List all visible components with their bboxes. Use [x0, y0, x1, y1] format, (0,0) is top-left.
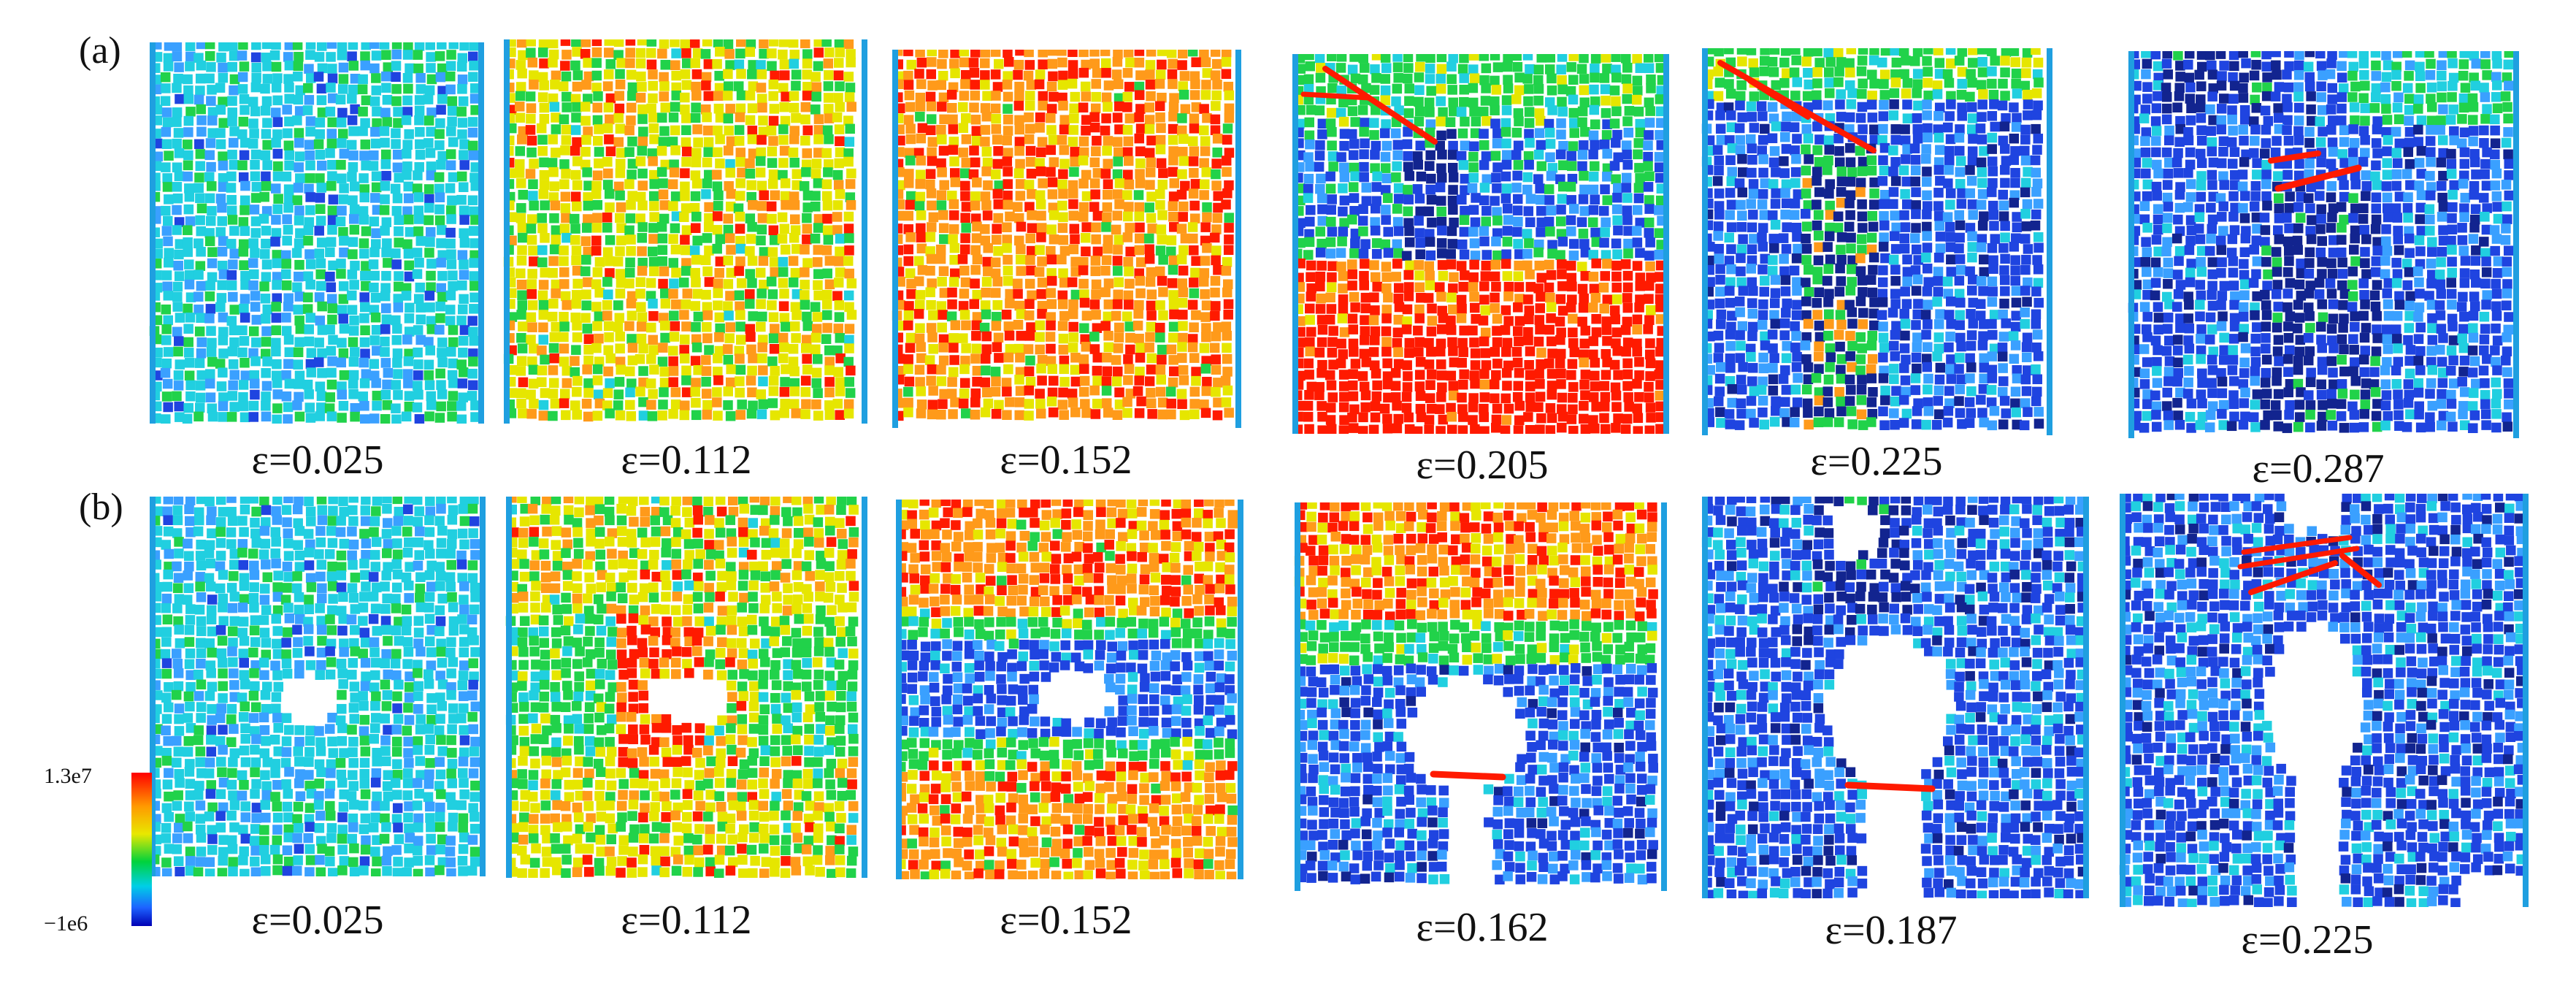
- boundary-layer: [478, 42, 484, 424]
- crack-band: [1300, 91, 1372, 101]
- boundary-layer: [892, 50, 898, 428]
- boundary-layer: [504, 39, 510, 424]
- strain-label-a4: ε=0.205: [1416, 443, 1549, 488]
- atom-field: [505, 497, 859, 878]
- boundary-layer: [896, 500, 902, 879]
- crack-band: [2248, 560, 2338, 595]
- crack-band: [1717, 60, 1877, 153]
- boundary-layer: [2047, 48, 2052, 435]
- row-label-a: (a): [79, 30, 121, 72]
- boundary-layer: [2083, 497, 2089, 898]
- strain-label-b1: ε=0.025: [251, 898, 384, 943]
- panel-b1: [146, 497, 489, 876]
- strain-label-b2: ε=0.112: [621, 898, 752, 943]
- panel-b6: [2116, 494, 2532, 907]
- atom-field: [1701, 497, 2088, 898]
- boundary-layer: [1661, 502, 1667, 891]
- atom-field: [1701, 48, 2044, 431]
- panel-b4: [1291, 502, 1671, 891]
- boundary-layer: [480, 497, 486, 876]
- strain-label-b4: ε=0.162: [1416, 905, 1549, 950]
- boundary-layer: [1663, 54, 1669, 434]
- strain-label-a1: ε=0.025: [251, 437, 384, 483]
- strain-label-a3: ε=0.152: [1000, 437, 1132, 483]
- crack-band: [1747, 79, 1810, 120]
- strain-label-a2: ε=0.112: [621, 437, 752, 483]
- crack-band: [1322, 66, 1438, 145]
- boundary-layer: [2128, 51, 2134, 438]
- atom-field: [1292, 54, 1668, 434]
- panel-b3: [892, 500, 1247, 879]
- crack-band: [2339, 553, 2382, 588]
- atom-field: [896, 500, 1238, 879]
- panel-a3: [889, 50, 1245, 428]
- atom-field: [892, 50, 1235, 421]
- panel-a5: [1698, 48, 2056, 435]
- boundary-layer: [2120, 494, 2125, 907]
- atom-field: [1294, 502, 1658, 885]
- boundary-layer: [1702, 48, 1708, 435]
- boundary-layer: [1235, 50, 1241, 428]
- boundary-layer: [150, 42, 156, 424]
- panel-a4: [1289, 54, 1673, 434]
- strain-label-b3: ε=0.152: [1000, 898, 1132, 943]
- crack-band: [2241, 535, 2353, 555]
- boundary-layer: [862, 39, 867, 424]
- panel-a6: [2125, 51, 2523, 438]
- colorbar: 1.3e7 −1e6: [44, 760, 190, 936]
- atom-field: [2128, 51, 2515, 433]
- colorbar-max-label: 1.3e7: [44, 764, 92, 788]
- strain-label-b6: ε=0.225: [2241, 917, 2374, 963]
- boundary-layer: [862, 497, 867, 878]
- panel-a1: [146, 42, 488, 424]
- boundary-layer: [1702, 497, 1708, 898]
- colorbar-gradient: [131, 773, 152, 926]
- strain-label-a6: ε=0.287: [2252, 446, 2385, 492]
- strain-label-b5: ε=0.187: [1825, 908, 1958, 953]
- row-label-b: (b): [79, 486, 123, 528]
- boundary-layer: [1295, 502, 1300, 891]
- boundary-layer: [2513, 51, 2519, 438]
- panel-a2: [500, 39, 871, 424]
- panel-b2: [502, 497, 871, 878]
- colorbar-min-label: −1e6: [44, 911, 88, 936]
- crack-band: [1430, 770, 1506, 781]
- atom-field: [149, 497, 481, 876]
- boundary-layer: [2523, 494, 2529, 907]
- crack-band: [2274, 164, 2362, 192]
- boundary-layer: [150, 497, 156, 876]
- crack-band: [2237, 546, 2360, 570]
- atom-field: [149, 42, 480, 424]
- boundary-layer: [1238, 500, 1243, 879]
- boundary-layer: [506, 497, 512, 878]
- strain-label-a5: ε=0.225: [1810, 439, 1943, 484]
- panel-b5: [1698, 497, 2093, 898]
- atom-field: [503, 39, 857, 422]
- crack-band: [2268, 150, 2321, 164]
- boundary-layer: [1292, 54, 1298, 434]
- crack-band: [1844, 781, 1936, 792]
